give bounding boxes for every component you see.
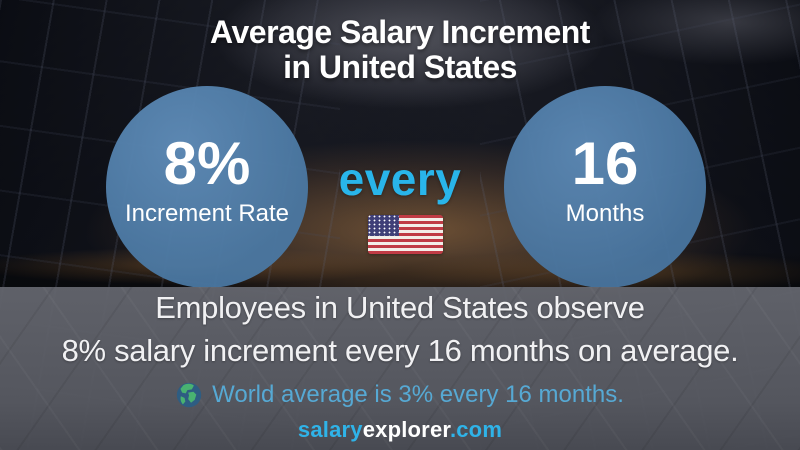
brand-tld: .com (449, 417, 503, 442)
us-flag-icon (368, 215, 443, 254)
globe-icon (176, 382, 202, 408)
page-title-line1: Average Salary Increment (210, 14, 590, 50)
summary-line1: Employees in United States observe (155, 290, 645, 325)
every-text: every (338, 153, 462, 205)
increment-rate-value: 8% (163, 130, 251, 197)
summary-panel: Employees in United States observe 8% sa… (0, 287, 800, 450)
increment-rate-label: Increment Rate (124, 200, 290, 227)
page-title: Average Salary Increment in United State… (0, 15, 800, 85)
increment-rate-circle: 8% Increment Rate (106, 86, 308, 288)
brand-explorer: explorer (362, 417, 450, 442)
months-circle: 16 Months (504, 86, 706, 288)
brand-salary: salary (297, 417, 363, 442)
months-label: Months (565, 200, 645, 227)
footer-brand-link[interactable]: salaryexplorer.com (0, 417, 800, 443)
summary-line2: 8% salary increment every 16 months on a… (61, 333, 739, 368)
world-average-text: World average is 3% every 16 months. (212, 381, 624, 408)
us-flag-canton (368, 215, 399, 236)
world-average-line: World average is 3% every 16 months. (0, 381, 800, 409)
months-value: 16 (571, 130, 639, 197)
page-title-line2: in United States (283, 49, 517, 85)
